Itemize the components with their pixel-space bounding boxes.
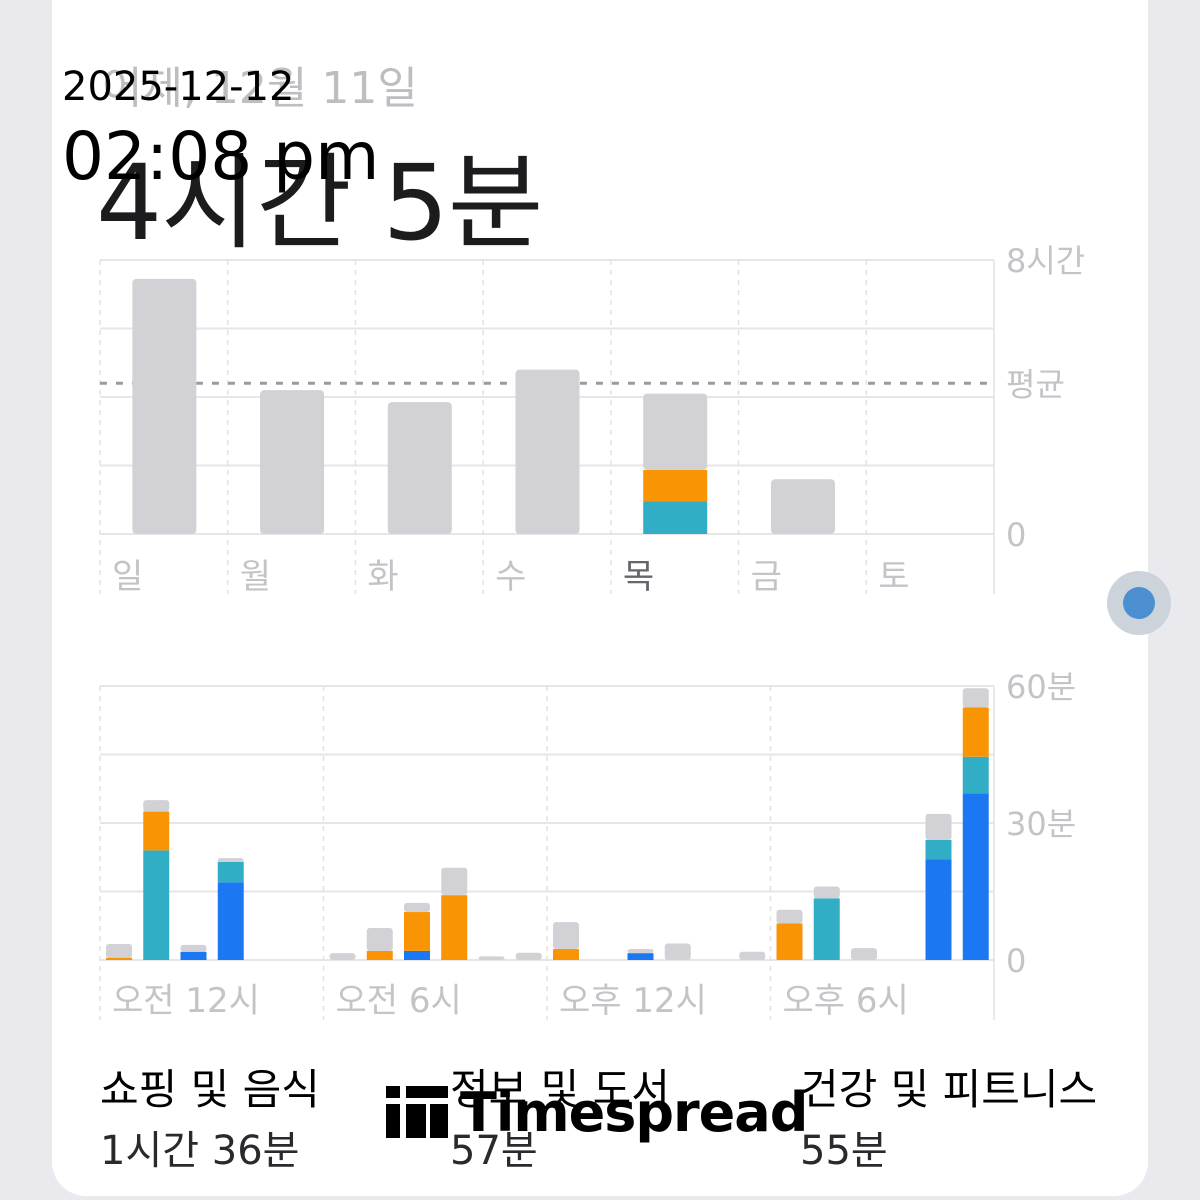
hourly-bar-8-seg-2	[404, 912, 430, 951]
hourly-bar-2-seg-3	[180, 944, 207, 952]
hourly-bar-20-seg-3	[851, 948, 877, 960]
hourly-bar-9-seg-3	[441, 867, 468, 896]
hourly-bar-7-seg-3	[366, 928, 393, 951]
hourly-x-label: 오전 6시	[336, 981, 462, 1021]
hourly-bar-14-seg-0	[627, 953, 654, 960]
weekly-day-label: 목	[623, 557, 654, 597]
hourly-bar-0-seg-3	[106, 944, 132, 958]
hourly-bar-9-seg-2	[441, 895, 468, 960]
legend-label-health: 건강 및 피트니스	[800, 1065, 1098, 1114]
hourly-bar-19-seg-1	[813, 898, 840, 960]
hourly-bar-23-seg-2	[962, 707, 989, 757]
hourly-bar-23-seg-3	[962, 688, 989, 708]
legend-value-info: 57분	[450, 1128, 538, 1174]
hourly-bar-10-seg-3	[478, 956, 505, 960]
weekly-bar-4-seg-2	[643, 469, 708, 502]
weekly-y-tick: 평균	[1006, 365, 1065, 403]
weekly-day-label: 금	[751, 557, 782, 597]
weekly-bar-2-seg-3	[387, 402, 452, 534]
hourly-usage-chart: 60분 30분 0 오전 12시 오전 6시 오후 12시 오후 6시	[99, 668, 1076, 1021]
weekly-day-label: 토	[878, 557, 909, 597]
weekly-bar-1-seg-3	[260, 390, 325, 534]
hourly-bar-8-seg-3	[404, 902, 430, 913]
scroll-knob-dot	[1123, 587, 1155, 619]
hourly-bar-1-seg-3	[143, 800, 170, 812]
hourly-bar-17-seg-3	[739, 951, 766, 960]
hourly-bar-3-seg-0	[217, 882, 244, 960]
weekly-bar-3-seg-3	[515, 369, 580, 534]
hourly-x-label: 오후 6시	[783, 981, 909, 1021]
hourly-x-label: 오전 12시	[112, 981, 260, 1021]
hourly-bar-1-seg-1	[143, 850, 170, 960]
hourly-bar-3-seg-3	[217, 858, 244, 862]
scroll-knob-icon[interactable]	[1107, 571, 1171, 635]
hourly-bar-23-seg-1	[962, 756, 989, 794]
timestamp-date: 2025-12-12	[62, 64, 295, 110]
weekly-day-label: 일	[112, 557, 143, 597]
weekly-bar-4-seg-3	[643, 393, 708, 470]
hourly-bar-12-seg-2	[553, 949, 579, 960]
legend-value-shopping: 1시간 36분	[100, 1128, 300, 1174]
weekly-day-label: 화	[367, 557, 398, 597]
watermark-text: Timespread	[460, 1080, 808, 1144]
timestamp-time: 02:08 pm	[62, 118, 380, 195]
hourly-y-tick: 30분	[1006, 805, 1076, 843]
hourly-y-tick: 60분	[1006, 668, 1076, 706]
weekly-bar-4-seg-1	[643, 501, 708, 534]
legend-label-info: 정보 및 도서	[450, 1065, 670, 1114]
hourly-bar-1-seg-2	[143, 811, 170, 851]
weekly-day-label: 수	[495, 557, 526, 597]
hourly-bar-3-seg-1	[217, 861, 244, 883]
weekly-bar-0-seg-3	[132, 278, 197, 534]
hourly-bar-22-seg-1	[925, 839, 952, 860]
hourly-bar-7-seg-2	[366, 950, 393, 960]
legend-label-shopping: 쇼핑 및 음식	[100, 1065, 320, 1114]
total-screen-time: 4시간 5분	[96, 142, 543, 264]
hourly-bar-14-seg-3	[627, 949, 654, 954]
hourly-x-label: 오후 12시	[559, 981, 707, 1021]
weekly-y-tick: 0	[1006, 516, 1026, 554]
hourly-bar-6-seg-3	[329, 953, 356, 960]
screen-time-card	[52, 0, 1148, 1196]
hourly-bar-15-seg-3	[664, 943, 691, 960]
timespread-watermark: Timespread	[386, 1080, 808, 1144]
hourly-bar-19-seg-3	[813, 886, 840, 899]
previous-day-label: 어제, 12월 11일	[102, 63, 418, 114]
weekly-day-label: 월	[240, 557, 271, 597]
hourly-y-tick: 0	[1006, 942, 1026, 980]
hourly-bar-22-seg-3	[925, 813, 952, 840]
hourly-bar-22-seg-0	[925, 859, 952, 960]
hourly-bar-23-seg-0	[962, 793, 989, 960]
hourly-bar-2-seg-0	[180, 951, 207, 960]
hourly-bar-18-seg-3	[776, 909, 803, 924]
hourly-bar-8-seg-0	[404, 950, 430, 960]
timespread-logo-icon	[386, 1086, 448, 1138]
hourly-bar-18-seg-2	[776, 923, 803, 960]
hourly-bar-0-seg-2	[106, 957, 132, 960]
hourly-bar-12-seg-3	[553, 922, 579, 950]
hourly-bar-11-seg-3	[515, 952, 542, 960]
legend-value-health: 55분	[800, 1128, 888, 1174]
weekly-y-tick: 8시간	[1006, 242, 1085, 280]
weekly-bar-5-seg-3	[770, 479, 835, 534]
